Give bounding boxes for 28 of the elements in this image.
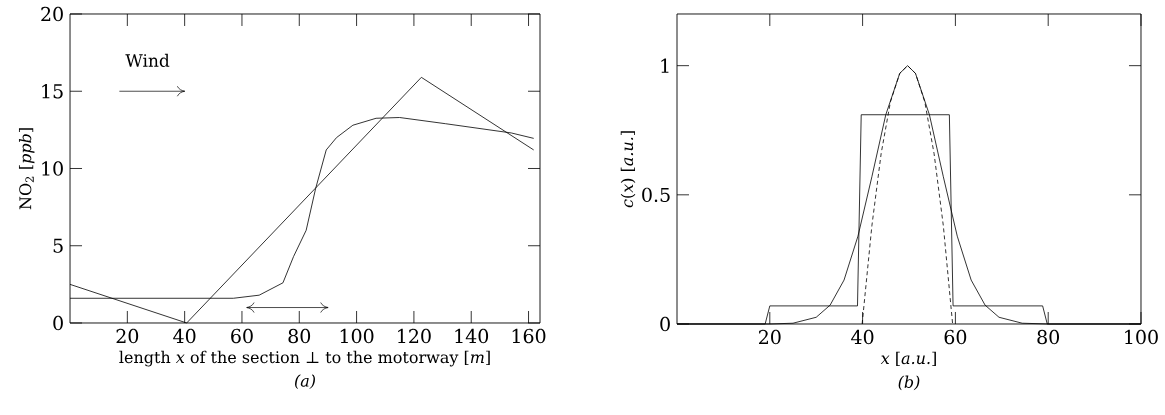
text: (a)	[295, 374, 316, 390]
y-tick-label: 1	[661, 58, 669, 73]
x-tick-label: 120	[398, 328, 431, 344]
x-tick-label: 20	[759, 329, 781, 345]
x-tick-label: 60	[231, 328, 253, 344]
x-tick-label: 40	[851, 329, 874, 345]
x-tick-label: 80	[288, 328, 311, 344]
x-tick-label: 20	[116, 328, 139, 344]
y-tick-label: 0.5	[642, 187, 670, 203]
x-axis-title: length x of the section ⊥ to the motorway [m]	[119, 350, 490, 367]
x-tick-label: 40	[173, 328, 196, 344]
y-tick-label: 20	[41, 6, 63, 22]
y-tick-label: 0	[660, 316, 670, 332]
y-axis-title: c(x) [a.u.]	[620, 131, 636, 208]
y-axis-title: NO$_{2}$ [ppb]	[18, 128, 35, 210]
text: (b)	[898, 375, 920, 391]
x-axis-title: x [a.u.]	[880, 351, 936, 367]
y-tick-label: 10	[42, 161, 63, 176]
x-tick-label: 160	[512, 328, 546, 344]
x-tick-label: 100	[340, 328, 374, 344]
y-tick-label: 5	[53, 238, 63, 253]
annotation: Wind	[125, 53, 170, 67]
y-tick-label: 15	[42, 84, 63, 99]
x-tick-label: 140	[455, 328, 489, 344]
x-tick-label: 80	[1037, 329, 1060, 345]
x-tick-label: 60	[944, 329, 967, 345]
x-tick-label: 100	[1125, 329, 1158, 345]
y-tick-label: 0	[53, 315, 63, 331]
